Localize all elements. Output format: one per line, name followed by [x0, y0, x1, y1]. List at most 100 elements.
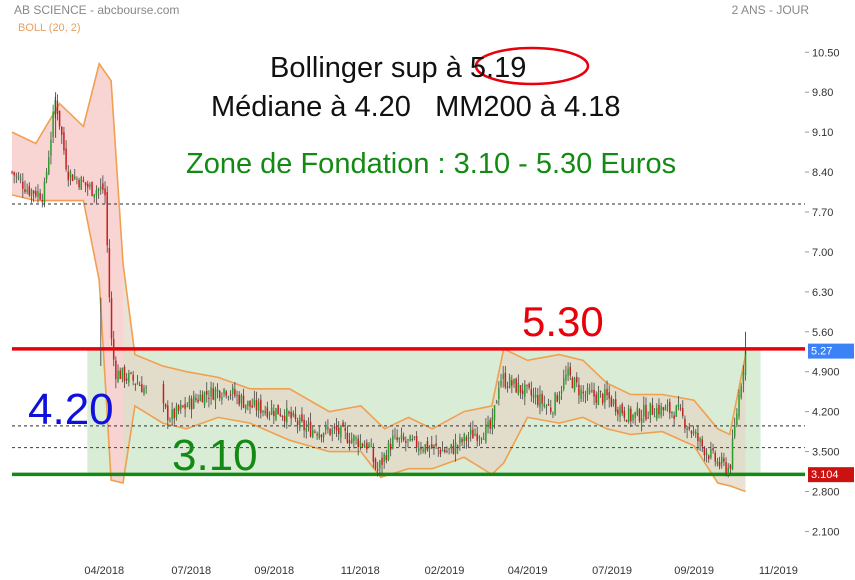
y-tick-label: 2.800: [812, 487, 840, 499]
candle-body: [331, 428, 333, 434]
candle-body: [190, 398, 193, 410]
candle-body: [305, 427, 308, 432]
candle-body: [502, 374, 504, 379]
annotation-resistance: 5.30: [522, 298, 604, 345]
candle-body: [563, 378, 565, 389]
candle-body: [301, 414, 303, 422]
candle-body: [108, 248, 111, 298]
candle-body: [392, 435, 394, 449]
candle-body: [673, 415, 675, 419]
candle-body: [99, 186, 102, 189]
candle-body: [621, 404, 623, 414]
y-tick-label: 9.10: [812, 127, 833, 139]
y-tick-label: 9.80: [812, 87, 833, 99]
candle-body: [489, 419, 491, 429]
candle-body: [418, 448, 420, 451]
candle-body: [701, 439, 704, 447]
candle-body: [275, 408, 277, 420]
candle-body: [439, 449, 442, 455]
candle-body: [627, 408, 630, 422]
candle-body: [214, 389, 217, 401]
candle-body: [519, 385, 522, 393]
candle-body: [312, 429, 314, 437]
x-tick-label: 11/2019: [759, 565, 798, 577]
candle-body: [723, 458, 725, 462]
candle-body: [461, 439, 463, 443]
candle-body: [567, 368, 569, 376]
candle-body: [340, 425, 342, 438]
candle-body: [474, 434, 476, 436]
candle-body: [714, 452, 716, 462]
candle-body: [433, 444, 435, 447]
annotation-support: 3.10: [172, 431, 258, 480]
candle-body: [376, 469, 379, 471]
bollinger-lower-line: [11, 194, 746, 493]
y-tick-label: 10.50: [812, 47, 840, 59]
bollinger-band-fill-high: [12, 63, 123, 483]
candle-body: [93, 194, 95, 198]
candle-body: [684, 418, 686, 429]
candle-body: [725, 461, 727, 474]
candle-body: [740, 386, 742, 398]
candle-body: [374, 458, 377, 469]
candle-body: [104, 188, 106, 196]
candle-body: [595, 394, 597, 403]
candle-body: [138, 385, 141, 387]
candle-body: [333, 426, 336, 428]
candle-body: [400, 434, 403, 439]
candle-body: [13, 172, 15, 176]
candle-body: [136, 383, 139, 385]
candle-body: [530, 389, 533, 396]
candle-body: [465, 437, 468, 441]
candle-body: [649, 402, 652, 416]
candle-body: [286, 408, 288, 423]
x-tick-label: 04/2018: [84, 565, 124, 577]
candle-body: [493, 405, 496, 421]
candle-body: [303, 419, 305, 431]
candle-body: [666, 405, 669, 407]
candle-body: [199, 394, 202, 401]
candle-body: [318, 432, 321, 439]
candle-body: [495, 400, 498, 404]
candle-body: [415, 436, 418, 448]
candle-body: [45, 172, 48, 180]
candle-body: [413, 436, 416, 438]
candle-body: [348, 440, 351, 444]
bollinger-band-fill: [12, 63, 746, 492]
candle-body: [556, 395, 559, 402]
candle-body: [472, 429, 474, 439]
candle-body: [552, 412, 554, 414]
candle-body: [660, 405, 662, 416]
candle-body: [299, 417, 301, 429]
candle-body: [614, 399, 617, 412]
candle-body: [182, 405, 184, 407]
candle-body: [84, 182, 87, 186]
candle-body: [115, 360, 117, 380]
annotation-median: Médiane à 4.20 MM200 à 4.18: [211, 91, 621, 123]
candle-body: [37, 191, 39, 197]
candle-body: [742, 371, 745, 384]
candle-body: [632, 414, 634, 421]
candle-body: [515, 378, 517, 393]
candle-body: [550, 407, 552, 413]
candle-body: [379, 460, 381, 469]
candle-body: [370, 445, 372, 447]
chart-header-title: AB SCIENCE - abcbourse.com: [14, 3, 180, 17]
last-price-tag: 5.27: [811, 346, 832, 358]
candle-body: [640, 418, 643, 423]
candle-body: [327, 427, 329, 429]
candle-body: [41, 199, 44, 202]
candle-body: [467, 437, 470, 439]
candle-body: [643, 404, 645, 417]
candle-body: [184, 403, 186, 409]
bollinger-value-circle: [474, 46, 590, 86]
candle-body: [623, 410, 626, 418]
candle-body: [134, 383, 137, 385]
candle-body: [422, 449, 424, 452]
candle-body: [316, 434, 318, 436]
candle-body: [656, 407, 658, 419]
support-price-tag: 3.104: [811, 469, 839, 481]
candle-body: [437, 447, 440, 449]
candle-body: [22, 181, 24, 189]
candle-body: [50, 139, 52, 156]
